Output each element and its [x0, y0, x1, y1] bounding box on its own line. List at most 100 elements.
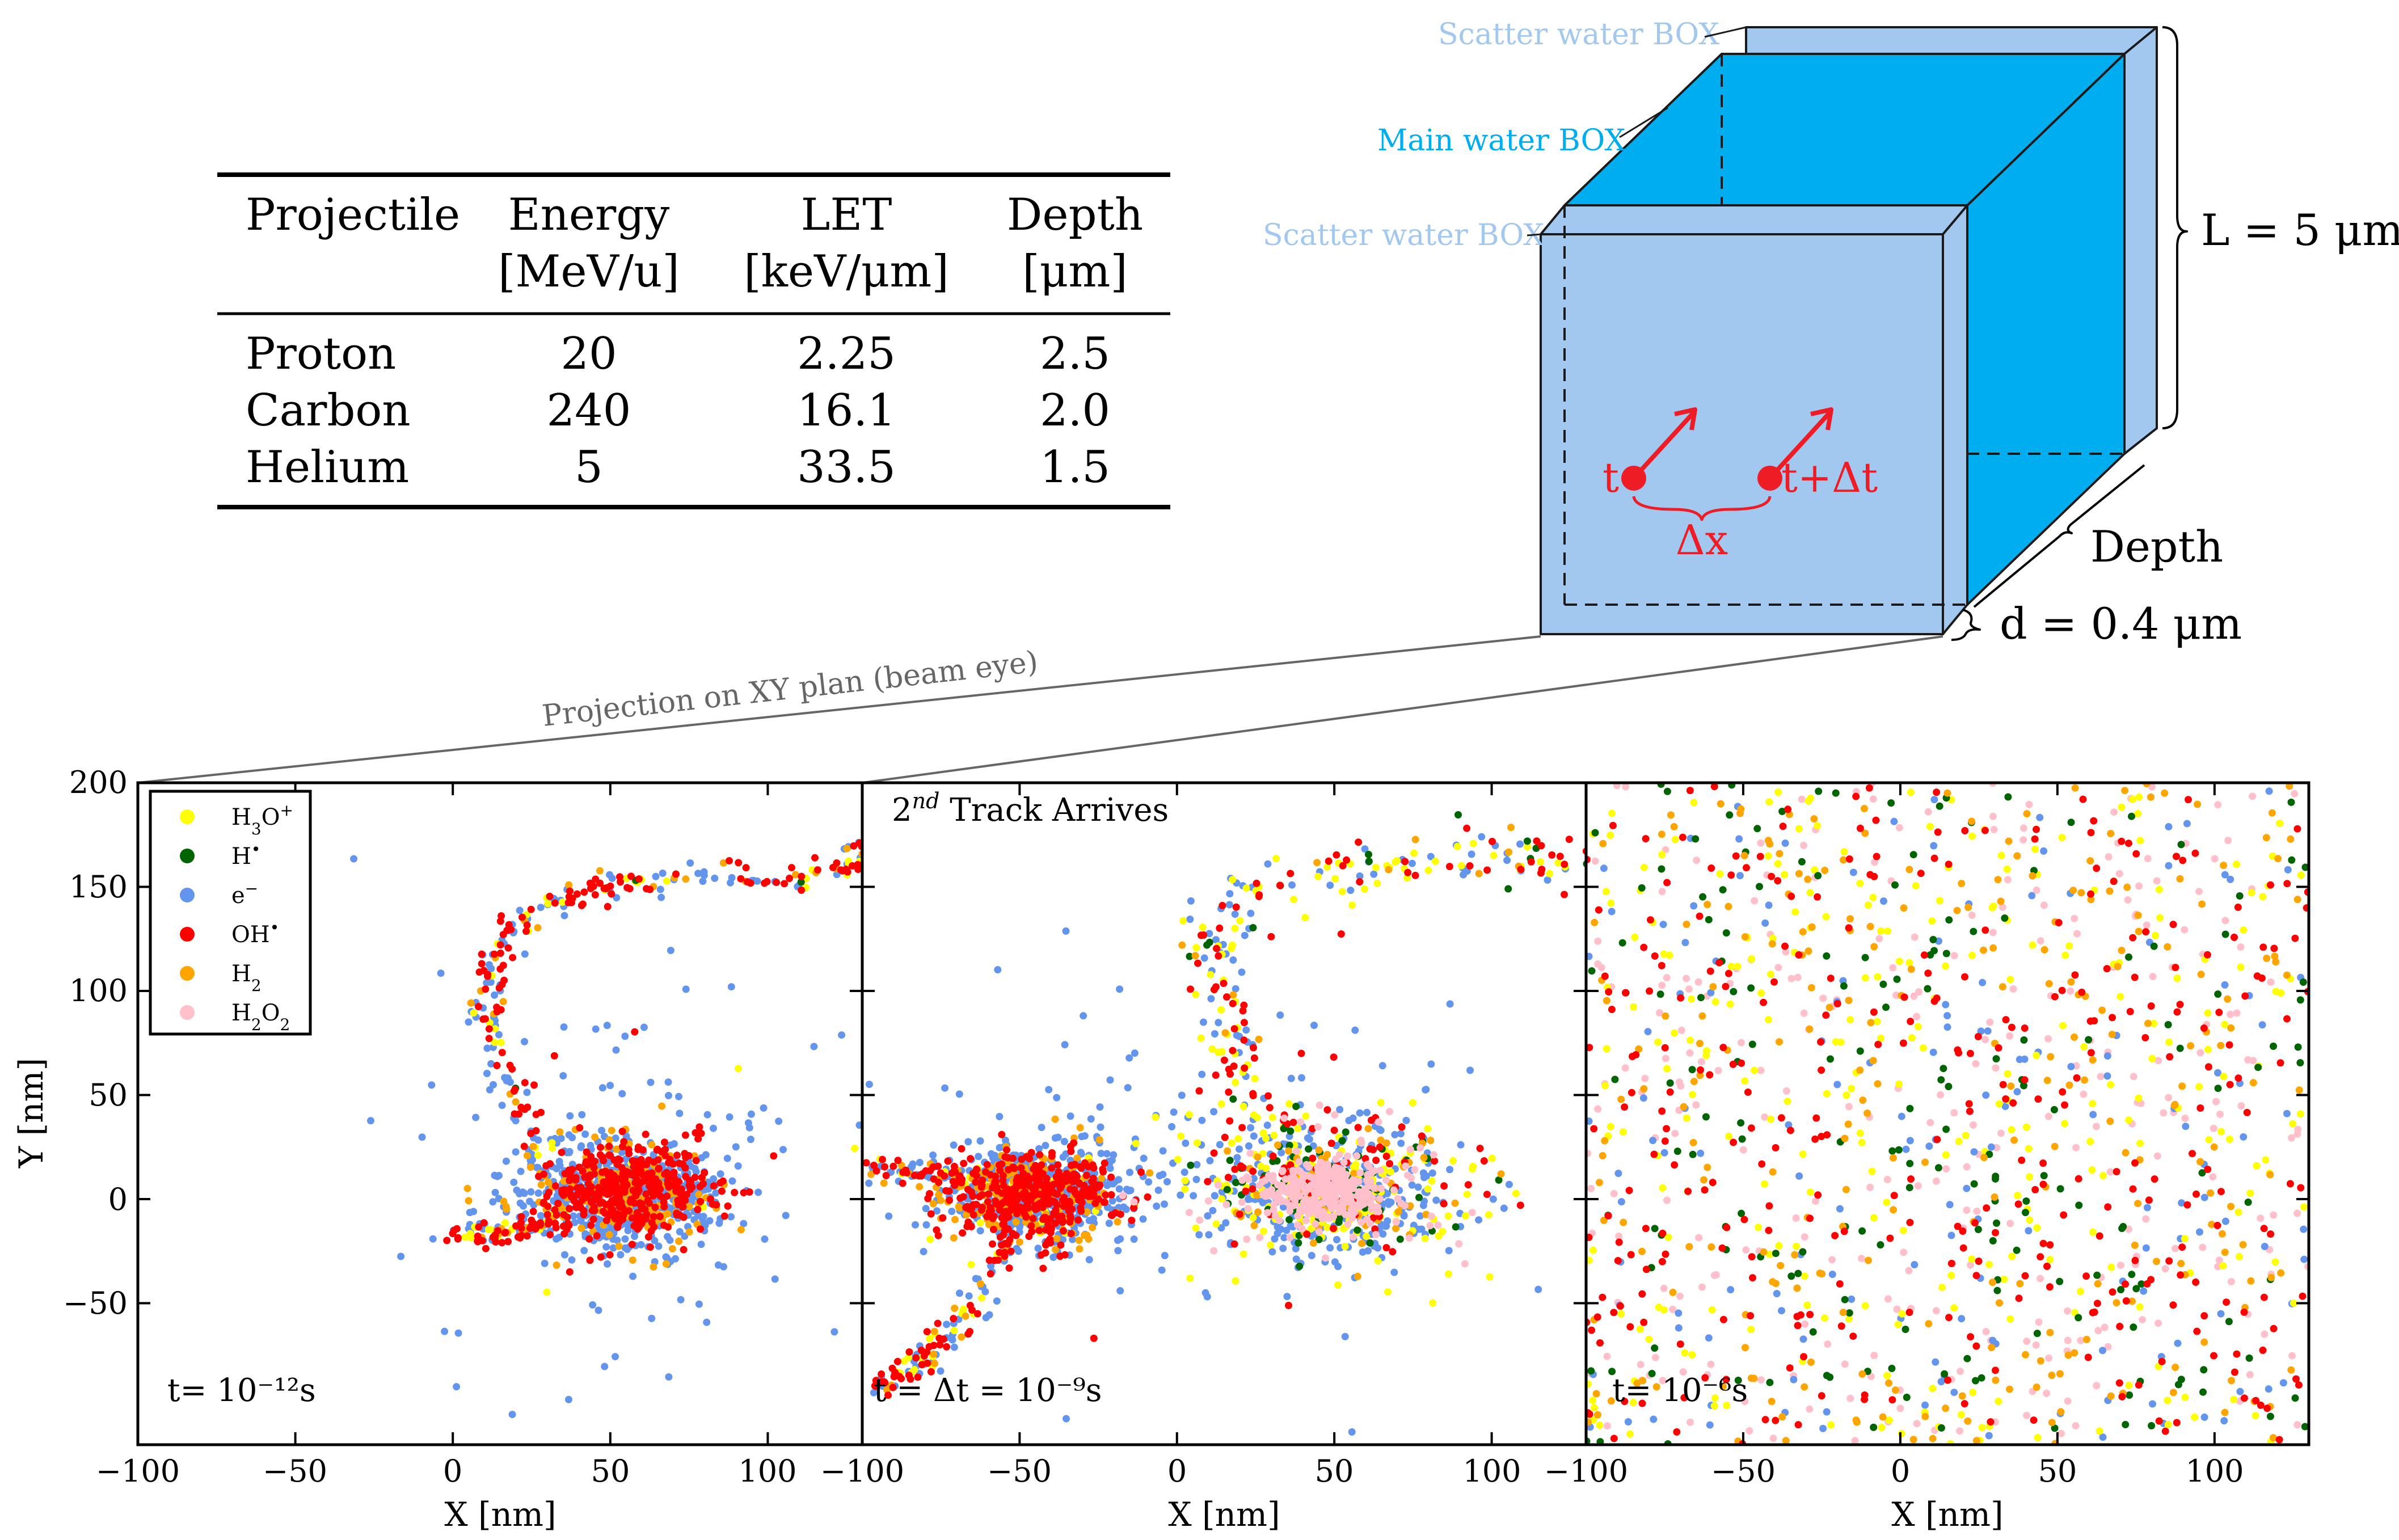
data-point	[480, 1219, 488, 1227]
data-point	[1306, 1173, 1314, 1181]
data-point	[871, 842, 878, 849]
data-point	[489, 1198, 497, 1206]
data-point	[495, 984, 503, 992]
data-point	[1250, 1175, 1258, 1183]
data-point	[1792, 1214, 1800, 1222]
data-point	[926, 1335, 933, 1343]
data-point	[965, 1292, 973, 1300]
data-point	[1357, 1218, 1365, 1226]
data-point	[2008, 1252, 2016, 1260]
data-point	[618, 1090, 626, 1098]
data-point	[627, 1198, 634, 1206]
data-point	[496, 917, 504, 925]
data-point	[1940, 1065, 1947, 1073]
data-point	[1906, 1137, 1914, 1145]
data-point	[1734, 963, 1742, 971]
data-point	[1302, 1112, 1310, 1120]
data-point	[1989, 812, 1997, 820]
data-point	[1452, 1223, 1460, 1231]
data-point	[1766, 1250, 1774, 1258]
table-cell: Proton	[246, 328, 396, 379]
data-point	[2227, 1010, 2234, 1018]
data-point	[632, 1157, 640, 1165]
data-point	[935, 1191, 943, 1199]
data-point	[1608, 908, 1616, 915]
data-point	[640, 1023, 648, 1031]
data-point	[1002, 1196, 1010, 1204]
data-point	[1126, 1168, 1133, 1176]
data-point	[1255, 1181, 1263, 1189]
scatter-box-back-side	[2123, 26, 2158, 455]
data-point	[2001, 1103, 2009, 1110]
data-point	[2075, 1201, 2083, 1209]
data-point	[1416, 1212, 1424, 1220]
data-point	[627, 1171, 635, 1179]
data-point	[1305, 1145, 1313, 1153]
data-point	[1115, 1185, 1123, 1193]
data-point	[1466, 862, 1474, 870]
data-point	[681, 1131, 689, 1139]
data-point	[1947, 1272, 1955, 1279]
data-point	[672, 1255, 679, 1263]
data-point	[1242, 1187, 1250, 1195]
data-point	[565, 1131, 573, 1139]
data-point	[935, 1179, 943, 1186]
data-point	[2160, 1109, 2168, 1117]
data-point	[537, 1212, 545, 1220]
data-point	[1192, 1175, 1200, 1183]
data-point	[881, 1163, 888, 1171]
data-point	[652, 872, 660, 880]
data-point	[600, 1178, 608, 1186]
data-point	[1377, 1184, 1385, 1192]
data-point	[740, 1220, 748, 1227]
data-point	[1008, 1199, 1016, 1207]
data-point	[1077, 1207, 1085, 1215]
data-point	[2178, 1199, 2186, 1207]
data-point	[1476, 1145, 1484, 1153]
data-point	[1338, 1197, 1346, 1205]
data-point	[950, 1234, 958, 1242]
data-point	[719, 1068, 727, 1075]
data-point	[2214, 801, 2222, 809]
data-point	[1736, 872, 1744, 880]
data-point	[493, 1008, 501, 1016]
data-point	[1289, 1119, 1297, 1126]
data-point	[1741, 1398, 1749, 1406]
data-point	[870, 1389, 878, 1396]
data-point	[529, 1208, 537, 1216]
data-point	[1533, 837, 1541, 845]
data-point	[2248, 889, 2255, 897]
data-point	[487, 1060, 495, 1068]
data-point	[1181, 1185, 1189, 1193]
data-point	[1942, 1165, 1950, 1173]
data-point	[923, 1328, 931, 1336]
data-point	[703, 1318, 711, 1326]
data-point	[2155, 1319, 2162, 1327]
data-point	[2149, 1400, 2156, 1408]
data-point	[1683, 974, 1690, 982]
data-point	[2019, 836, 2027, 844]
data-point	[1942, 962, 1950, 970]
data-point	[1351, 1026, 1359, 1034]
data-point	[681, 1164, 689, 1172]
data-point	[1000, 1182, 1007, 1189]
data-point	[2124, 1225, 2132, 1233]
data-point	[2129, 795, 2136, 803]
data-point	[1330, 1126, 1338, 1134]
data-point	[1253, 1113, 1261, 1121]
data-point	[1225, 901, 1233, 909]
data-point	[1945, 1083, 1953, 1090]
data-point	[868, 844, 875, 851]
data-point	[1361, 1185, 1369, 1193]
data-point	[910, 1171, 918, 1179]
data-point	[577, 1144, 585, 1151]
data-point	[1331, 1111, 1339, 1119]
data-point	[2300, 1203, 2308, 1211]
data-point	[505, 921, 513, 929]
data-point	[1950, 1389, 1958, 1396]
data-point	[872, 1377, 880, 1385]
data-point	[1334, 1263, 1342, 1271]
data-point	[2094, 1327, 2102, 1335]
data-point	[1238, 1124, 1246, 1132]
data-point	[664, 1233, 672, 1241]
